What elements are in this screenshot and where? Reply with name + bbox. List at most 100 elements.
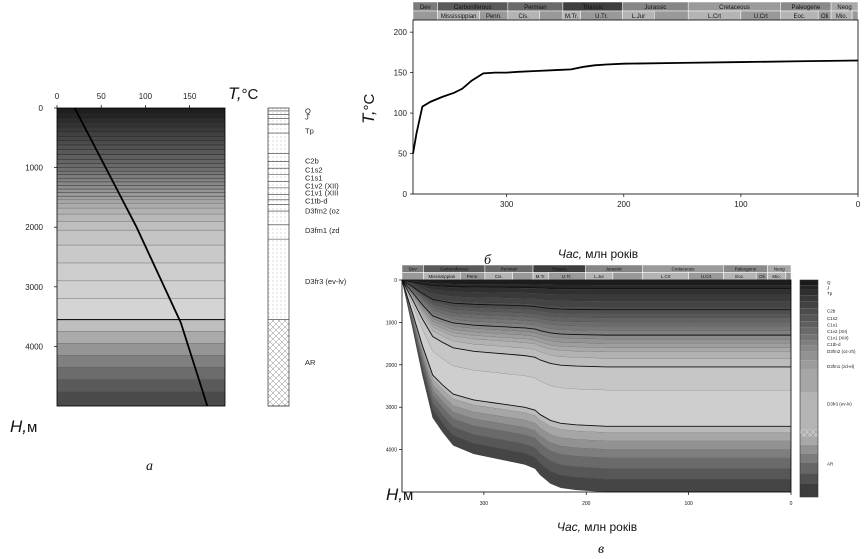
strat-label: J xyxy=(305,112,309,121)
depth-layer xyxy=(57,391,225,406)
epoch-cell xyxy=(653,10,689,21)
legend-swatch xyxy=(800,289,818,296)
epoch-label: Mio. xyxy=(836,14,848,20)
legend-swatch xyxy=(800,345,818,352)
epoch-label: M.Tr. xyxy=(565,14,579,20)
strat-label: C1s1 xyxy=(305,174,323,183)
legend-hatch xyxy=(800,429,818,437)
legend-label: C2b xyxy=(827,308,836,313)
depth-layer xyxy=(57,214,225,222)
depth-layer xyxy=(57,319,225,332)
legend-swatch xyxy=(800,360,818,369)
legend-swatch xyxy=(800,473,818,484)
y-tick-label: 2000 xyxy=(386,363,397,369)
panel-c-timescale: Dev Carboniferous Permian Triassic Jurassic C… xyxy=(401,264,792,281)
strat-label: Tp xyxy=(305,127,314,136)
legend-label: J xyxy=(827,285,829,290)
y-tick-label: 50 xyxy=(398,150,407,159)
strat-label: D3fr3 (ev-lv) xyxy=(305,277,347,286)
x-tick-label: 0 xyxy=(856,200,861,209)
period-label: Dev xyxy=(420,5,431,11)
period-label: Cretaceous xyxy=(719,5,750,11)
depth-layer xyxy=(57,178,225,182)
epoch-label: L.Crt xyxy=(661,274,672,279)
panel-b-x-ticks: 300 200 100 0 xyxy=(500,194,861,209)
legend-label: C1s2 xyxy=(827,316,838,321)
x-tick-label: 200 xyxy=(617,200,631,209)
burial-layer xyxy=(402,280,791,427)
depth-layer xyxy=(57,140,225,145)
strat-sediment-fill xyxy=(268,108,289,320)
epoch-label: L.Jur xyxy=(594,274,605,279)
panel-c: Dev Carboniferous Permian Triassic Jurassic C… xyxy=(386,264,856,557)
x-tick-label: 50 xyxy=(97,92,106,101)
strat-label: AR xyxy=(305,358,316,367)
y-tick-label: 1000 xyxy=(25,164,43,173)
legend-swatch xyxy=(800,444,818,454)
period-label: Jurassic xyxy=(606,267,623,272)
strat-label: C1v2 (XII) xyxy=(305,181,339,190)
panel-b: Dev Carboniferous Permian Triassic Jurassic C… xyxy=(359,1,861,268)
depth-layer xyxy=(57,112,225,118)
panel-a-layers xyxy=(57,108,225,406)
depth-layer xyxy=(57,167,225,172)
depth-layer xyxy=(57,379,225,392)
panel-a-temperature-line xyxy=(73,107,209,407)
epoch-label: Penn. xyxy=(486,14,502,20)
y-tick-label: 3000 xyxy=(25,283,43,292)
strat-label: C1s2 xyxy=(305,165,323,174)
strat-label: C1v1 (XIII xyxy=(305,189,338,198)
period-label: Paleogene xyxy=(792,5,821,11)
period-label: Paleogene xyxy=(735,267,757,272)
depth-layer xyxy=(57,149,225,155)
legend-swatch xyxy=(800,334,818,341)
epoch-cell xyxy=(612,272,643,281)
panel-c-depth-label: H,м xyxy=(386,485,413,504)
panel-a-depth-label: H,м xyxy=(10,417,37,436)
legend-label: Q xyxy=(827,280,831,285)
depth-layer xyxy=(57,122,225,128)
depth-layer xyxy=(57,262,225,281)
panel-c-frame xyxy=(401,279,792,493)
legend-label: D3fm1 (zd-el) xyxy=(827,364,855,369)
depth-layer xyxy=(57,203,225,209)
legend-label: D3fr3 (ev-lv) xyxy=(827,402,852,407)
y-tick-label: 2000 xyxy=(25,223,43,232)
panel-c-burial-layers xyxy=(401,279,791,493)
x-tick-label: 0 xyxy=(790,501,793,507)
legend-swatch xyxy=(800,314,818,322)
depth-layer xyxy=(57,196,225,200)
depth-layer xyxy=(57,181,225,186)
legend-label: D3fm2 (oz-zh) xyxy=(827,349,856,354)
legend-swatch xyxy=(800,436,818,445)
legend-label: Tp xyxy=(827,291,833,296)
panel-a-top-ticks: 0 50 100 150 xyxy=(55,92,197,108)
panel-a: 0 50 100 150 0 1000 2000 3000 4000 T,°C H,м QJT… xyxy=(10,84,347,474)
depth-layer xyxy=(57,127,225,132)
epoch-label: M.Tr. xyxy=(536,274,546,279)
strat-label: C1tb-d xyxy=(305,196,328,205)
depth-layer xyxy=(57,298,225,320)
epoch-label: U.Crt xyxy=(754,14,768,20)
panel-b-frame xyxy=(412,19,859,195)
burial-layer xyxy=(402,280,791,323)
x-tick-label: 300 xyxy=(500,200,514,209)
epoch-cell xyxy=(412,10,438,21)
panel-c-y-ticks: 0 1000 2000 3000 4000 xyxy=(386,278,402,454)
x-tick-label: 0 xyxy=(55,92,60,101)
legend-swatch xyxy=(800,462,818,474)
period-label: Permian xyxy=(501,267,518,272)
epoch-cell xyxy=(539,10,564,21)
x-tick-label: 100 xyxy=(684,501,693,507)
period-label: Neog xyxy=(837,5,851,11)
depth-layer xyxy=(57,280,225,299)
period-label: Cretaceous xyxy=(671,267,695,272)
depth-layer xyxy=(57,245,225,263)
epoch-label: L.Crt xyxy=(708,14,721,20)
panel-c-x-ticks: 300 200 100 0 xyxy=(480,492,793,507)
panel-label-c: в xyxy=(598,542,604,557)
legend-swatch xyxy=(800,321,818,328)
legend-label: C1tb-d xyxy=(827,342,841,347)
period-label: Triassic xyxy=(551,267,567,272)
